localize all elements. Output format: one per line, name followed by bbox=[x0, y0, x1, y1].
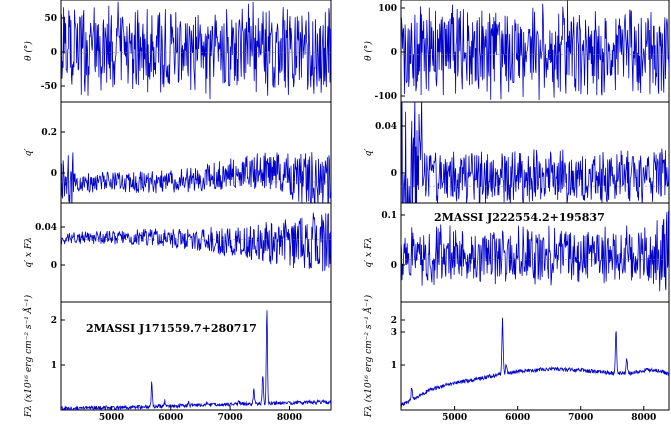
x-tick-label: 8000 bbox=[631, 413, 656, 423]
y-tick-label: 2 bbox=[391, 316, 397, 326]
right-panel-3: 0.1 0 q′ x Fλ 2MASSI J222554.2+195837 bbox=[364, 202, 670, 303]
series-line bbox=[401, 317, 669, 408]
y-tick-label: 0 bbox=[51, 261, 57, 271]
left-panel-2: 0.2 0 q′ bbox=[24, 101, 332, 204]
x-tick-label: 5000 bbox=[442, 413, 467, 423]
y-axis-label: q′ bbox=[364, 149, 374, 157]
object-name-annotation: 2MASSI J171559.7+280717 bbox=[86, 322, 257, 335]
panel-frame bbox=[60, 0, 332, 103]
y-tick-label: 0 bbox=[51, 48, 57, 58]
panel-frame bbox=[400, 301, 670, 411]
right-column: 100 0 -100 θ (°) 0.04 0 q′ 0.1 0 q′ x Fλ 2MASSI J2… bbox=[362, 0, 670, 423]
y-tick-label: -100 bbox=[374, 92, 397, 102]
series-line bbox=[401, 211, 669, 292]
y-axis-label: q′ x Fλ bbox=[364, 237, 374, 268]
y-tick-label: 0 bbox=[391, 48, 397, 58]
y-tick-label: 0.04 bbox=[35, 223, 57, 233]
series-line bbox=[401, 102, 669, 203]
y-tick-label: 0.1 bbox=[381, 211, 397, 221]
y-tick-label: 1 bbox=[391, 361, 397, 371]
right-panel-1: 100 0 -100 θ (°) bbox=[363, 0, 670, 103]
y-tick-label: 2 bbox=[51, 316, 57, 326]
y-tick-label: 50 bbox=[44, 14, 57, 24]
y-tick-label: 1 bbox=[51, 361, 57, 371]
left-panel-1: 50 0 -50 θ (°) bbox=[23, 0, 332, 103]
y-tick-label: 0 bbox=[51, 169, 57, 179]
y-axis-label: θ (°) bbox=[363, 41, 374, 61]
left-column: 50 0 -50 θ (°) 0.2 0 q′ 0.04 0 q′ x Fλ 2 1 Fλ (x10¹⁶… bbox=[22, 0, 332, 423]
y-axis-label: θ (°) bbox=[23, 41, 34, 61]
right-panel-2: 0.04 0 q′ bbox=[364, 101, 670, 204]
series-line bbox=[401, 0, 669, 101]
series-line bbox=[61, 1, 331, 100]
series-line bbox=[61, 152, 331, 203]
y-axis-label: Fλ (x10¹⁶ erg cm⁻² s⁻¹ Å⁻¹) bbox=[362, 294, 374, 418]
x-tick-label: 8000 bbox=[277, 413, 302, 423]
x-tick-label: 6000 bbox=[158, 413, 183, 423]
y-tick-label: 0.2 bbox=[41, 128, 57, 138]
y-axis-label: q′ x Fλ bbox=[24, 237, 34, 268]
object-name-annotation: 2MASSI J222554.2+195837 bbox=[434, 211, 605, 224]
y-tick-label: -50 bbox=[41, 82, 57, 92]
x-tick-label: 5000 bbox=[99, 413, 124, 423]
x-tick-label: 7000 bbox=[218, 413, 243, 423]
right-panel-4: 3 2 1 Fλ (x10¹⁶ erg cm⁻² s⁻¹ Å⁻¹) bbox=[362, 294, 670, 418]
y-tick-label: 0.04 bbox=[375, 122, 397, 132]
left-panel-4: 2 1 Fλ (x10¹⁶ erg cm⁻² s⁻¹ Å⁻¹) 2MASSI J171… bbox=[22, 294, 332, 418]
y-tick-label: 0 bbox=[391, 169, 397, 179]
y-axis-label: q′ bbox=[24, 149, 34, 157]
x-tick-label: 7000 bbox=[568, 413, 593, 423]
x-tick-label: 6000 bbox=[505, 413, 530, 423]
left-panel-3: 0.04 0 q′ x Fλ bbox=[24, 202, 332, 303]
y-tick-label: 100 bbox=[378, 4, 397, 14]
y-tick-label: 0 bbox=[391, 261, 397, 271]
series-line bbox=[61, 310, 331, 410]
y-axis-label: Fλ (x10¹⁶ erg cm⁻² s⁻¹ Å⁻¹) bbox=[22, 294, 34, 418]
panel-frame bbox=[60, 301, 332, 411]
y-tick-label: 3 bbox=[391, 328, 397, 338]
series-line bbox=[61, 212, 331, 272]
